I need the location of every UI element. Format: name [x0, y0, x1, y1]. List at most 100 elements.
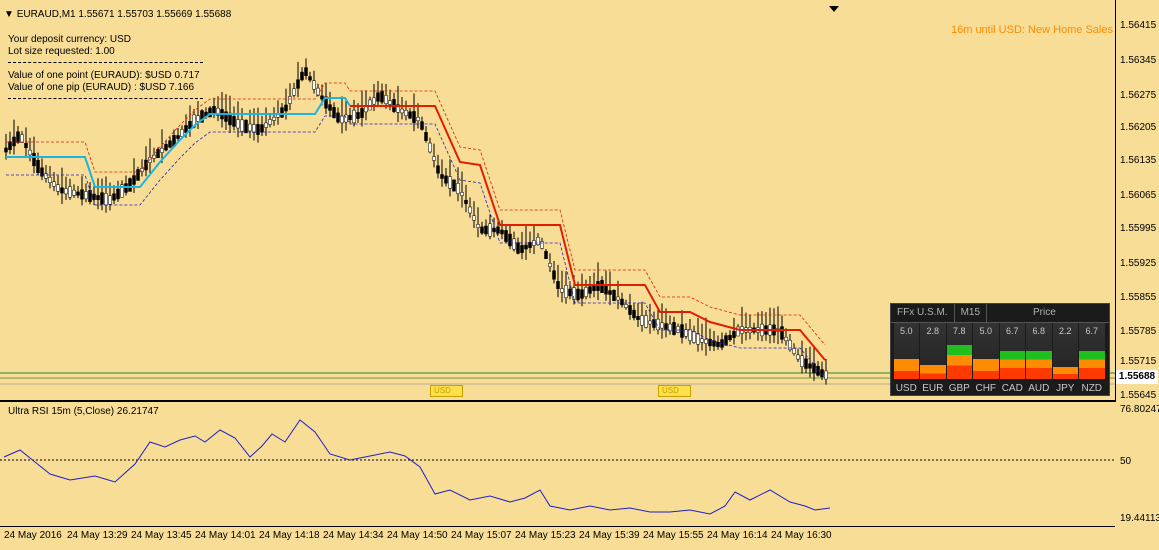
candle-body	[540, 241, 544, 249]
candle-body	[244, 119, 248, 134]
candle-body	[196, 115, 200, 122]
rsi-label: Ultra RSI 15m (5,Close) 26.21747	[8, 406, 159, 417]
candle-body	[664, 323, 668, 330]
currency-label: USD	[895, 383, 917, 394]
strength-bar	[999, 351, 1025, 379]
candle-body	[296, 79, 300, 89]
price-tick: 1.56205	[1120, 122, 1157, 133]
candle-body	[44, 173, 48, 179]
candle-body	[16, 131, 20, 143]
candle-body	[524, 244, 528, 250]
candle-body	[236, 119, 240, 129]
candle-body	[452, 179, 456, 192]
time-tick: 24 May 15:39	[579, 530, 640, 541]
candle-body	[484, 225, 488, 235]
price-tick: 1.56275	[1120, 90, 1157, 101]
strength-bar	[893, 359, 919, 379]
candle-body	[440, 174, 444, 179]
candle-body	[284, 104, 288, 112]
candle-body	[140, 168, 144, 172]
candle-body	[412, 111, 416, 123]
candle-body	[588, 286, 592, 294]
candle-body	[696, 333, 700, 345]
candle-body	[564, 285, 568, 298]
candle-body	[580, 289, 584, 299]
panel-tab-price[interactable]: Price	[1033, 307, 1056, 318]
candle-body	[252, 124, 256, 133]
time-tick: 24 May 2016	[4, 530, 62, 541]
dropdown-arrow-icon[interactable]: ▼	[4, 9, 14, 20]
price-tick: 1.55855	[1120, 292, 1157, 303]
candle-body	[288, 96, 292, 104]
candle-body	[408, 111, 412, 119]
panel-tab-title[interactable]: FFx U.S.M.	[891, 304, 955, 322]
strength-column: 2.8	[920, 323, 946, 379]
candle-body	[12, 136, 16, 147]
time-tick: 24 May 13:45	[131, 530, 192, 541]
info-divider	[8, 98, 203, 99]
candle-body	[100, 192, 104, 205]
info-line: Lot size requested: 1.00	[8, 46, 115, 57]
candle-body	[480, 226, 484, 234]
event-marker[interactable]: USD	[430, 385, 463, 397]
candle-body	[184, 125, 188, 133]
price-tick: 1.55645	[1120, 390, 1157, 401]
candle-body	[304, 67, 308, 76]
candle-body	[208, 107, 212, 118]
candle-body	[260, 124, 264, 133]
time-tick: 24 May 15:07	[451, 530, 512, 541]
strength-value: 2.2	[1058, 326, 1072, 336]
candle-body	[328, 104, 332, 111]
currency-label: CHF	[975, 383, 997, 394]
candle-body	[728, 334, 732, 341]
candle-body	[792, 348, 796, 354]
currency-strength-panel[interactable]: FFx U.S.M. M15 Price 5.0 2.8 7.8 5.0 6.7 6.8 2…	[890, 303, 1110, 396]
currency-label: GBP	[948, 383, 970, 394]
event-marker[interactable]: USD	[658, 385, 691, 397]
candle-body	[688, 329, 692, 341]
candle-body	[128, 178, 132, 192]
time-tick: 24 May 14:18	[259, 530, 320, 541]
candle-body	[136, 169, 140, 181]
rsi-chart[interactable]	[0, 402, 1115, 528]
candle-body	[116, 188, 120, 200]
candle-body	[52, 181, 56, 187]
candle-body	[704, 339, 708, 344]
candle-body	[444, 175, 448, 184]
candle-body	[8, 141, 12, 150]
candle-body	[352, 109, 356, 124]
rsi-axis-mid: 50	[1120, 456, 1132, 467]
rsi-indicator-window[interactable]	[0, 402, 1159, 550]
time-tick: 24 May 14:34	[323, 530, 384, 541]
candle-body	[292, 88, 296, 96]
symbol-label: EURAUD,M1 1.55671 1.55703 1.55669 1.5568…	[16, 9, 232, 20]
strength-bar	[920, 365, 946, 379]
candle-body	[40, 167, 44, 177]
candle-body	[808, 363, 812, 369]
candle-body	[824, 370, 828, 380]
candlestick-chart[interactable]	[0, 0, 1115, 402]
current-price-label: 1.55688	[1116, 370, 1158, 384]
strength-column: 5.0	[893, 323, 919, 379]
candle-body	[672, 322, 676, 335]
main-chart[interactable]	[0, 0, 1159, 402]
currency-label: CAD	[1001, 383, 1023, 394]
strength-column: 2.2	[1052, 323, 1078, 379]
candle-body	[404, 110, 408, 116]
candle-body	[68, 186, 72, 198]
candle-body	[724, 335, 728, 346]
rsi-bottom-border	[0, 526, 1115, 527]
candle-body	[416, 116, 420, 122]
strength-column: 5.0	[973, 323, 999, 379]
candle-body	[156, 149, 160, 159]
candle-body	[436, 165, 440, 174]
info-line: Value of one pip (EURAUD) : $USD 7.166	[8, 82, 195, 93]
candle-body	[504, 230, 508, 242]
candle-body	[804, 358, 808, 369]
panel-tab-timeframe[interactable]: M15	[955, 304, 988, 322]
candle-body	[380, 90, 384, 103]
candle-body	[324, 96, 328, 109]
candle-body	[472, 215, 476, 221]
candle-body	[732, 331, 736, 338]
candle-body	[428, 142, 432, 153]
